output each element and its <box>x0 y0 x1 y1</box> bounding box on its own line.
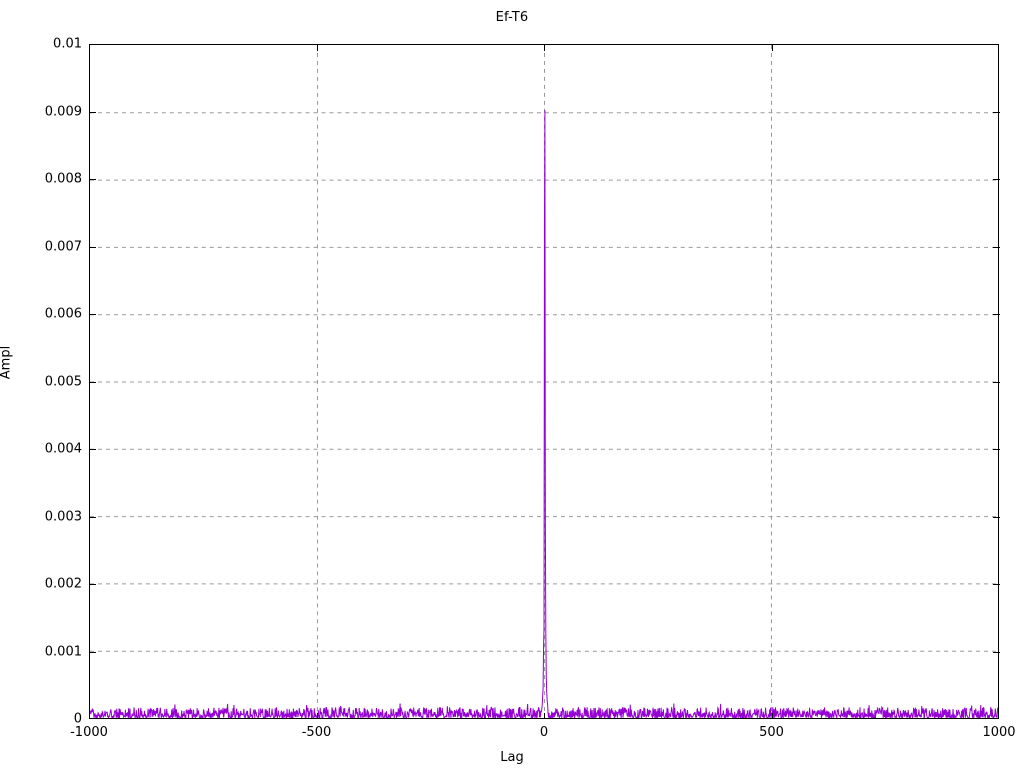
y-tick-mark <box>993 382 1000 383</box>
y-tick-mark <box>993 247 1000 248</box>
y-tick-mark <box>89 247 96 248</box>
x-tick-label: -500 <box>301 725 332 740</box>
y-tick-mark <box>993 112 1000 113</box>
y-tick-label: 0.005 <box>44 374 82 389</box>
y-tick-label: 0.002 <box>44 576 82 592</box>
y-tick-mark <box>993 652 1000 653</box>
y-tick-mark <box>89 382 96 383</box>
y-tick-label: 0.006 <box>44 306 82 322</box>
y-tick-label: 0.007 <box>44 239 82 254</box>
series-ef-t6 <box>90 45 998 718</box>
y-tick-mark <box>89 517 96 518</box>
y-tick-mark <box>89 449 96 450</box>
y-tick-mark <box>993 449 1000 450</box>
chart-title: Ef-T6 <box>495 10 529 25</box>
x-tick-mark <box>544 45 545 51</box>
y-tick-mark <box>89 314 96 315</box>
y-tick-mark <box>89 179 96 180</box>
y-tick-mark <box>89 112 96 113</box>
x-tick-mark <box>772 45 773 51</box>
x-tick-label: -1000 <box>70 725 108 740</box>
y-tick-label: 0.004 <box>44 441 82 457</box>
y-tick-label: 0.003 <box>44 509 82 524</box>
y-tick-label: 0.009 <box>44 104 82 119</box>
y-tick-mark <box>89 652 96 653</box>
y-tick-label: 0.001 <box>44 644 82 659</box>
y-tick-mark <box>993 314 1000 315</box>
x-tick-label: 0 <box>539 725 549 740</box>
x-tick-mark <box>772 713 773 719</box>
y-tick-mark <box>993 584 1000 585</box>
x-tick-label: 500 <box>759 725 784 740</box>
y-tick-mark <box>993 179 1000 180</box>
x-tick-mark <box>544 713 545 719</box>
y-tick-label: 0.008 <box>44 171 82 187</box>
y-tick-label: 0.01 <box>53 36 82 52</box>
y-axis-ticks: 0 0.001 0.002 0.003 0.004 0.005 0.006 0.007 0.00… <box>8 0 82 768</box>
x-tick-mark <box>317 713 318 719</box>
y-axis-label: Ampl <box>0 345 14 380</box>
y-tick-label: 0 <box>73 711 82 727</box>
x-tick-mark <box>317 45 318 51</box>
x-tick-label: 1000 <box>982 725 1016 740</box>
x-axis-label: Lag <box>500 750 524 765</box>
plot-area <box>89 44 999 719</box>
y-tick-mark <box>993 517 1000 518</box>
y-tick-mark <box>89 584 96 585</box>
